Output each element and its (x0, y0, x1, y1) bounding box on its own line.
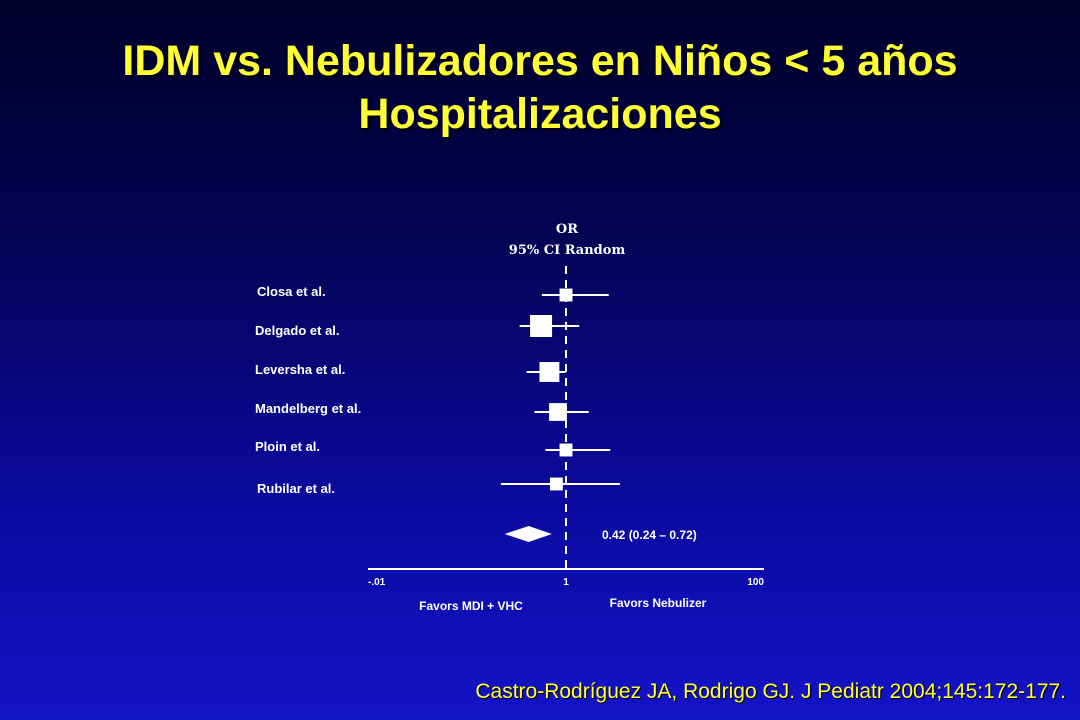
study-point-box (539, 362, 560, 382)
study-point-box (559, 288, 573, 302)
pooled-estimate-label: 0.42 (0.24 – 0.72) (602, 528, 697, 542)
study-point-box (559, 443, 573, 457)
x-tick-label: -.01 (368, 577, 386, 588)
study-point-box (549, 477, 563, 491)
study-label: Leversha et al. (255, 362, 345, 377)
study-label: Ploin et al. (255, 439, 320, 454)
study-label: Mandelberg et al. (255, 401, 361, 416)
study-label: Delgado et al. (255, 323, 340, 338)
ci-header: 95% CI Random (509, 243, 626, 258)
favors-left-label: Favors MDI + VHC (419, 599, 523, 613)
study-label: Closa et al. (257, 284, 326, 299)
study-point-box (549, 403, 567, 421)
forest-marks: -.01 1 100 Closa et al. Delgado et al. Levers… (255, 266, 764, 588)
x-tick-label: 1 (563, 577, 569, 588)
study-point-box (530, 315, 553, 337)
citation: Castro-Rodríguez JA, Rodrigo GJ. J Pedia… (475, 680, 1066, 703)
title-line-1: IDM vs. Nebulizadores en Niños < 5 años (122, 37, 958, 85)
title-line-2: Hospitalizaciones (358, 90, 722, 138)
study-label: Rubilar et al. (257, 481, 335, 496)
favors-right-label: Favors Nebulizer (610, 596, 707, 610)
x-tick-label: 100 (747, 577, 764, 588)
pooled-diamond (504, 526, 552, 542)
or-header: OR (556, 222, 578, 237)
